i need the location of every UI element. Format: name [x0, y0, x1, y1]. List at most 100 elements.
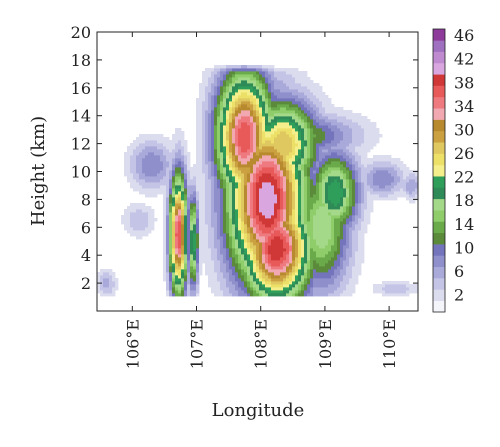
- contour-cell: [361, 134, 365, 138]
- contour-cell: [202, 71, 206, 75]
- contour-cell: [289, 197, 293, 201]
- contour-cell: [253, 224, 257, 228]
- contour-cell: [259, 71, 263, 75]
- contour-cell: [334, 188, 338, 192]
- contour-cell: [346, 251, 350, 255]
- contour-cell: [295, 257, 299, 261]
- contour-cell: [181, 233, 185, 237]
- contour-cell: [217, 293, 221, 297]
- contour-cell: [211, 281, 215, 285]
- contour-cell: [193, 197, 197, 201]
- contour-cell: [139, 176, 143, 180]
- contour-cell: [217, 155, 221, 159]
- contour-cell: [250, 242, 254, 246]
- contour-cell: [328, 245, 332, 249]
- contour-cell: [304, 86, 308, 90]
- contour-cell: [289, 173, 293, 177]
- contour-cell: [364, 170, 368, 174]
- contour-cell: [181, 257, 185, 261]
- contour-cell: [316, 107, 320, 111]
- contour-cell: [217, 209, 221, 213]
- contour-cell: [226, 293, 230, 297]
- contour-cell: [244, 173, 248, 177]
- contour-cell: [262, 107, 266, 111]
- contour-cell: [286, 281, 290, 285]
- contour-cell: [187, 206, 191, 210]
- contour-cell: [196, 200, 200, 204]
- contour-cell: [172, 164, 176, 168]
- contour-cell: [331, 104, 335, 108]
- contour-cell: [244, 251, 248, 255]
- contour-cell: [160, 140, 164, 144]
- contour-cell: [277, 269, 281, 273]
- contour-cell: [310, 287, 314, 291]
- contour-cell: [343, 266, 347, 270]
- contour-cell: [346, 182, 350, 186]
- contour-cell: [292, 188, 296, 192]
- contour-cell: [328, 236, 332, 240]
- contour-cell: [334, 260, 338, 264]
- contour-cell: [322, 254, 326, 258]
- contour-cell: [133, 227, 137, 231]
- contour-cell: [238, 194, 242, 198]
- contour-cell: [232, 239, 236, 243]
- contour-cell: [151, 188, 155, 192]
- contour-cell: [292, 74, 296, 78]
- contour-cell: [217, 110, 221, 114]
- contour-cell: [187, 242, 191, 246]
- contour-cell: [247, 191, 251, 195]
- contour-cell: [283, 68, 287, 72]
- contour-cell: [283, 146, 287, 150]
- contour-cell: [352, 182, 356, 186]
- contour-cell: [310, 182, 314, 186]
- contour-cell: [241, 80, 245, 84]
- contour-cell: [340, 212, 344, 216]
- contour-cell: [226, 263, 230, 267]
- contour-cell: [253, 269, 257, 273]
- contour-cell: [352, 281, 356, 285]
- contour-cell: [277, 119, 281, 123]
- contour-cell: [361, 203, 365, 207]
- contour-cell: [139, 137, 143, 141]
- contour-cell: [166, 254, 170, 258]
- contour-cell: [178, 137, 182, 141]
- contour-cell: [304, 164, 308, 168]
- contour-cell: [286, 209, 290, 213]
- contour-cell: [301, 107, 305, 111]
- contour-cell: [274, 158, 278, 162]
- contour-cell: [226, 122, 230, 126]
- contour-cell: [268, 269, 272, 273]
- contour-cell: [250, 182, 254, 186]
- contour-cell: [364, 197, 368, 201]
- contour-cell: [229, 176, 233, 180]
- contour-cell: [313, 116, 317, 120]
- contour-cell: [169, 290, 173, 294]
- contour-cell: [331, 278, 335, 282]
- contour-cell: [202, 101, 206, 105]
- contour-cell: [181, 152, 185, 156]
- contour-cell: [298, 188, 302, 192]
- contour-cell: [319, 146, 323, 150]
- contour-cell: [199, 92, 203, 96]
- contour-cell: [259, 281, 263, 285]
- contour-cell: [229, 77, 233, 81]
- contour-cell: [211, 263, 215, 267]
- contour-cell: [355, 251, 359, 255]
- contour-cell: [301, 209, 305, 213]
- contour-cell: [280, 119, 284, 123]
- contour-cell: [127, 176, 131, 180]
- contour-cell: [265, 107, 269, 111]
- contour-cell: [292, 191, 296, 195]
- contour-cell: [349, 212, 353, 216]
- contour-cell: [331, 230, 335, 234]
- contour-cell: [211, 104, 215, 108]
- contour-cell: [184, 245, 188, 249]
- contour-cell: [226, 170, 230, 174]
- contour-cell: [289, 122, 293, 126]
- contour-cell: [277, 77, 281, 81]
- contour-cell: [193, 188, 197, 192]
- contour-cell: [343, 224, 347, 228]
- contour-cell: [325, 281, 329, 285]
- contour-cell: [355, 224, 359, 228]
